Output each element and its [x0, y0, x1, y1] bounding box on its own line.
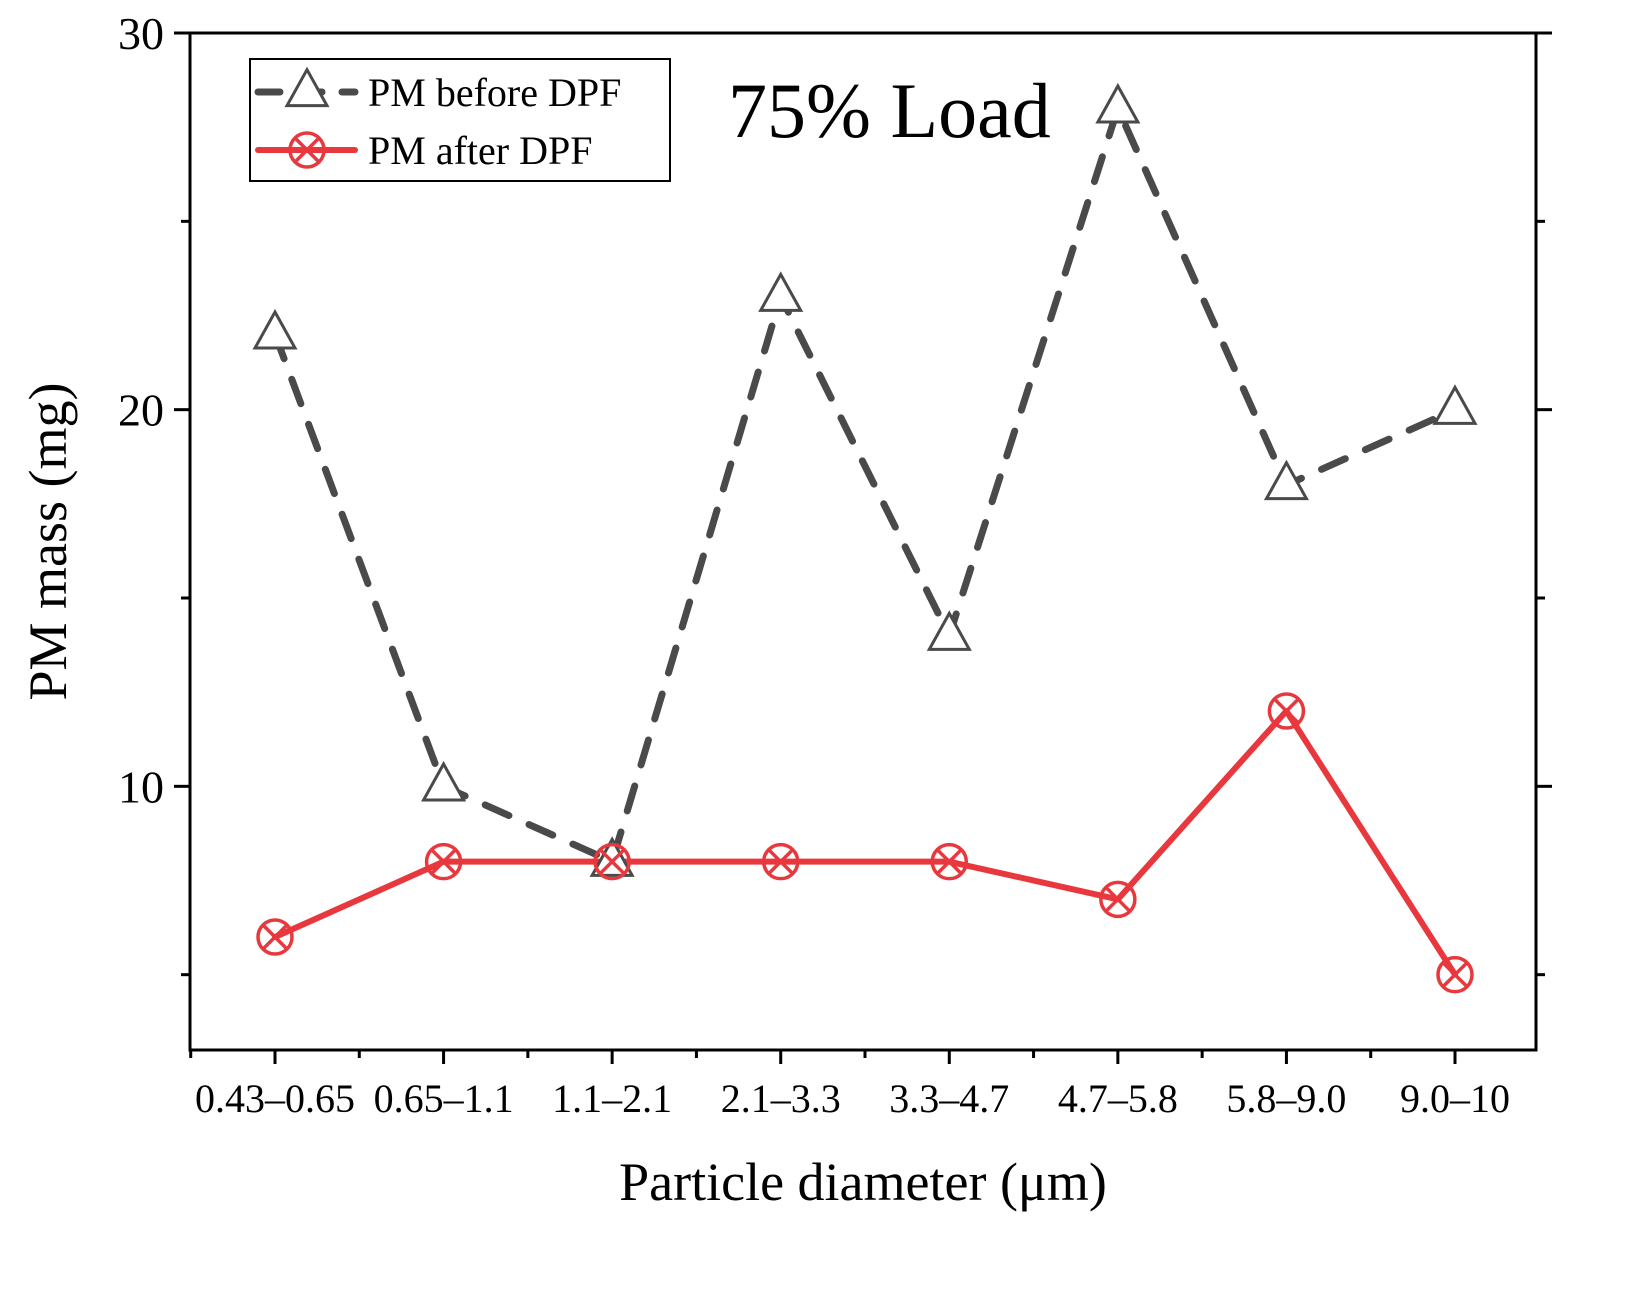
point-before-1 [421, 760, 467, 802]
x-tick-labels: 0.43–0.65 0.65–1.1 1.1–2.1 2.1–3.3 3.3–4.7 4.… [195, 1076, 1510, 1121]
x-tick-label: 2.1–3.3 [721, 1076, 841, 1121]
marker-cross [1104, 885, 1132, 913]
marker-circle [761, 842, 800, 881]
marker-circle [256, 918, 294, 956]
marker-cross [598, 848, 626, 876]
legend-label-after: PM after DPF [368, 128, 592, 173]
x-tick-label: 9.0–10 [1400, 1076, 1510, 1121]
legend: PM before DPF PM after DPF [249, 58, 671, 182]
x-axis-label: Particle diameter (μm) [619, 1152, 1107, 1212]
marker-circle [424, 842, 463, 881]
marker-cross [293, 136, 321, 164]
point-before-3 [758, 271, 804, 312]
marker-circle [1436, 955, 1474, 994]
point-after-6 [1267, 692, 1306, 730]
x-tick-label: 1.1–2.1 [552, 1076, 672, 1121]
x-tick-label: 3.3–4.7 [889, 1076, 1009, 1121]
point-before-2 [589, 836, 635, 877]
legend-marker-circle-x [288, 131, 326, 169]
marker-cross [1441, 961, 1469, 989]
legend-label-before: PM before DPF [368, 70, 621, 115]
point-after-2 [593, 842, 631, 881]
y-axis-label: PM mass (mg) [18, 382, 78, 700]
x-tick-label: 0.65–1.1 [374, 1076, 514, 1121]
marker-circle [930, 842, 969, 881]
marker-cross [430, 848, 458, 876]
marker-cross [767, 848, 795, 876]
marker-cross [935, 848, 963, 876]
x-tick-label: 0.43–0.65 [195, 1076, 355, 1121]
point-before-0 [252, 308, 298, 350]
plot-frame [188, 31, 1538, 1052]
marker-circle [1267, 692, 1306, 730]
point-before-7 [1432, 384, 1478, 425]
series-line-after [272, 708, 1458, 978]
marker-circle [288, 131, 326, 169]
marker-cross [1272, 697, 1300, 725]
legend-items [254, 66, 359, 169]
point-after-4 [930, 842, 969, 881]
marker-circle [593, 842, 631, 881]
y-tick-label: 20 [118, 385, 164, 436]
x-tick-label: 5.8–9.0 [1226, 1076, 1346, 1121]
point-after-1 [424, 842, 463, 881]
y-tick-labels: 10 20 30 [118, 8, 164, 812]
series-layer [252, 82, 1478, 994]
y-tick-label: 10 [118, 761, 164, 812]
y-tick-label: 30 [118, 8, 164, 59]
point-after-7 [1436, 955, 1474, 994]
series-line-before [271, 104, 1459, 866]
point-after-3 [761, 842, 800, 881]
load-annotation: 75% Load [728, 67, 1051, 154]
point-after-0 [256, 918, 294, 956]
point-before-5 [1095, 82, 1141, 124]
legend-marker-triangle [284, 66, 330, 108]
point-before-6 [1263, 459, 1309, 501]
x-tick-label: 4.7–5.8 [1058, 1076, 1178, 1121]
marker-circle [1099, 880, 1137, 919]
point-after-5 [1099, 880, 1137, 919]
marker-cross [261, 923, 289, 951]
point-before-4 [926, 610, 972, 651]
